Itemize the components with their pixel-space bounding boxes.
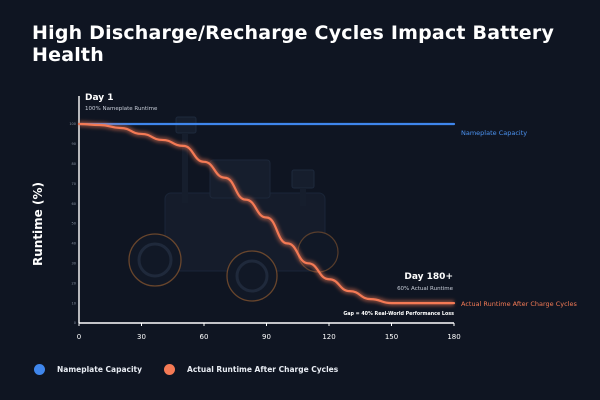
legend-item-actual: Actual Runtime After Charge Cycles <box>164 364 338 375</box>
legend-item-nameplate: Nameplate Capacity <box>34 364 142 375</box>
orange-circle-icon <box>164 364 176 375</box>
x-tick-label: 60 <box>200 333 209 341</box>
y-tick-label: 40 <box>72 242 76 246</box>
day180-subtitle: 60% Actual Runtime <box>397 286 454 292</box>
y-tick-label: 0 <box>74 321 76 325</box>
x-tick-label: 120 <box>322 333 335 341</box>
day1-subtitle: 100% Nameplate Runtime <box>85 106 158 112</box>
x-tick-label: 0 <box>77 333 81 341</box>
y-tick-label: 100 <box>69 122 76 126</box>
y-tick-label: 60 <box>72 202 76 206</box>
blue-circle-icon <box>34 364 45 375</box>
legend-label-actual: Actual Runtime After Charge Cycles <box>187 365 339 374</box>
day180-title: Day 180+ <box>404 272 453 282</box>
y-tick-label: 10 <box>72 301 76 305</box>
chart-legend: Nameplate Capacity Actual Runtime After … <box>34 364 338 375</box>
x-tick-label: 150 <box>385 333 398 341</box>
gap-note: Gap = 40% Real-World Performance Loss <box>343 311 454 317</box>
nameplate-line-label: Nameplate Capacity <box>461 129 527 137</box>
y-tick-label: 80 <box>72 162 76 166</box>
actual-runtime-line <box>77 122 456 305</box>
actual-line-label: Actual Runtime After Charge Cycles <box>461 300 577 308</box>
x-tick-label: 90 <box>262 333 271 341</box>
y-axis-label: Runtime (%) <box>31 182 45 266</box>
legend-label-nameplate: Nameplate Capacity <box>57 365 143 374</box>
y-tick-label: 70 <box>72 182 76 186</box>
chart-title: High Discharge/Recharge Cycles Impact Ba… <box>32 22 555 66</box>
x-tick-label: 30 <box>137 333 146 341</box>
x-tick-label: 180 <box>447 333 460 341</box>
day1-title: Day 1 <box>85 93 114 103</box>
y-tick-label: 90 <box>72 142 76 146</box>
y-tick-label: 30 <box>72 262 76 266</box>
y-tick-label: 20 <box>72 281 76 285</box>
robot-illustration <box>128 116 339 302</box>
y-tick-label: 50 <box>72 222 76 226</box>
